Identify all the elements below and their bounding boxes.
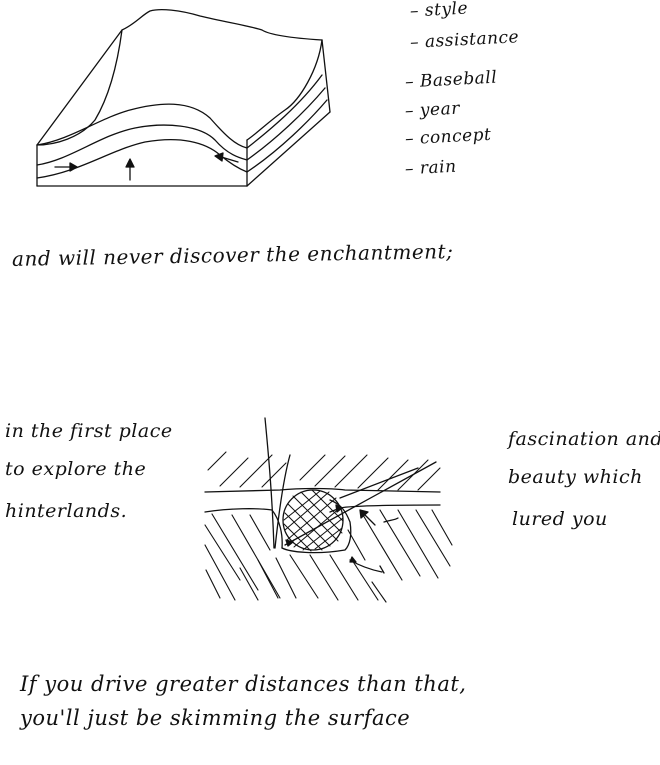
- right-note-line-1: fascination and: [508, 428, 660, 450]
- pore-diagram-drawing: [204, 417, 453, 603]
- list-item-label: concept: [419, 124, 492, 149]
- bottom-line-1: If you drive greater distances than that…: [20, 672, 467, 696]
- list-item-label: year: [419, 98, 461, 121]
- left-note-line-1: in the first place: [5, 420, 173, 442]
- list-item-label: rain: [419, 156, 458, 179]
- list-item-label: style: [424, 0, 469, 21]
- bottom-line-2: you'll just be skimming the surface: [20, 706, 411, 730]
- block-diagram-drawing: [36, 9, 331, 187]
- list-item-year: – year: [404, 98, 461, 122]
- list-item-rain: – rain: [404, 156, 458, 180]
- right-note-line-3: lured you: [512, 508, 608, 530]
- list-item-style: – style: [409, 0, 469, 22]
- right-note-line-2: beauty which: [508, 466, 643, 488]
- left-note-line-3: hinterlands.: [5, 500, 128, 522]
- list-item-label: Baseball: [419, 67, 498, 92]
- left-note-line-2: to explore the: [5, 458, 147, 480]
